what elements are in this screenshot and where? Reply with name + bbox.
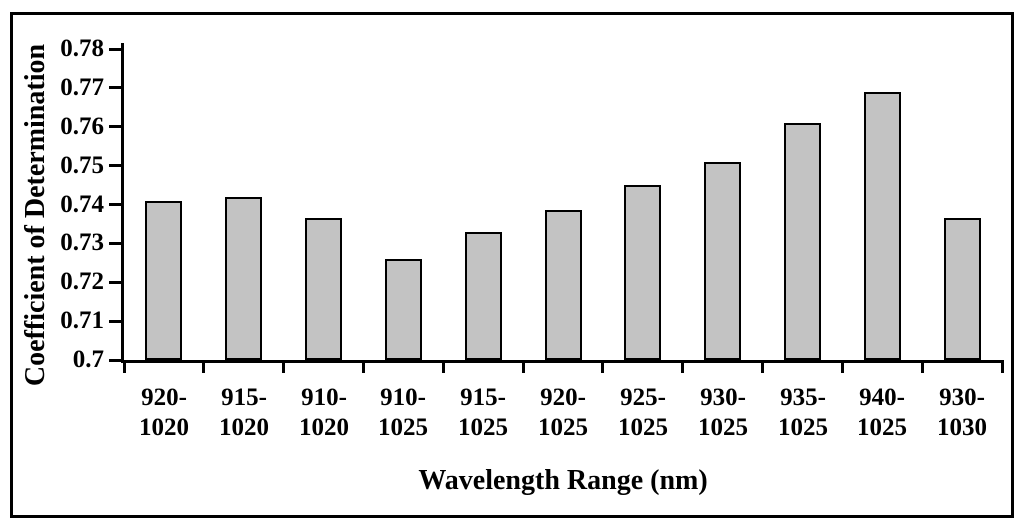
- bar-910-1025: [385, 259, 422, 360]
- x-tick-mark: [681, 360, 684, 373]
- x-category-line1: 915-: [460, 384, 506, 411]
- y-tick-mark: [109, 359, 121, 362]
- x-category-line2: 1025: [378, 414, 428, 441]
- y-tick-label: 0.76: [60, 113, 104, 140]
- x-category-line2: 1020: [139, 414, 189, 441]
- x-category-line2: 1030: [937, 414, 987, 441]
- x-tick-mark: [522, 360, 525, 373]
- bar-930-1025: [704, 162, 741, 360]
- x-tick-mark: [442, 360, 445, 373]
- x-category-label: 930- 1025: [683, 383, 763, 443]
- y-tick-mark: [109, 86, 121, 89]
- x-category-line2: 1025: [778, 414, 828, 441]
- y-tick-mark: [109, 164, 121, 167]
- x-category-line1: 920-: [141, 384, 187, 411]
- x-category-line1: 935-: [780, 384, 826, 411]
- x-category-line2: 1025: [538, 414, 588, 441]
- y-tick-label: 0.7: [72, 346, 104, 373]
- x-category-label: 920- 1020: [124, 383, 204, 443]
- x-category-line2: 1020: [299, 414, 349, 441]
- y-tick-label: 0.77: [60, 74, 104, 101]
- x-category-label: 920- 1025: [523, 383, 603, 443]
- bar-930-1030: [944, 218, 981, 360]
- x-tick-mark: [601, 360, 604, 373]
- x-axis-title: Wavelength Range (nm): [418, 465, 708, 496]
- x-category-label: 910- 1025: [363, 383, 443, 443]
- x-category-line2: 1025: [618, 414, 668, 441]
- x-category-line1: 915-: [221, 384, 267, 411]
- x-category-label: 925- 1025: [603, 383, 683, 443]
- x-category-label: 930- 1030: [922, 383, 1002, 443]
- x-category-line2: 1025: [698, 414, 748, 441]
- bar-920-1020: [145, 201, 182, 360]
- plot-area: 0.7 0.71 0.72 0.73 0.74 0.75 0.76 0.77 0.78: [60, 35, 1004, 373]
- y-tick-mark: [109, 203, 121, 206]
- x-tick-mark: [761, 360, 764, 373]
- bar-915-1025: [465, 232, 502, 360]
- y-tick-mark: [109, 48, 121, 51]
- x-category-labels: 920- 1020 915- 1020 910- 1020 910- 1025 915- 1025…: [124, 383, 1002, 445]
- y-tick-label: 0.75: [60, 152, 104, 179]
- x-tick-mark: [282, 360, 285, 373]
- bar-920-1025: [545, 210, 582, 360]
- bar-915-1020: [225, 197, 262, 360]
- x-category-line1: 930-: [700, 384, 746, 411]
- x-category-line2: 1020: [219, 414, 269, 441]
- x-category-line1: 940-: [859, 384, 905, 411]
- bar-935-1025: [784, 123, 821, 360]
- x-tick-mark: [123, 360, 126, 373]
- x-category-label: 910- 1020: [284, 383, 364, 443]
- y-tick-label: 0.71: [60, 307, 104, 334]
- x-category-label: 935- 1025: [763, 383, 843, 443]
- x-category-line1: 920-: [540, 384, 586, 411]
- y-tick-label: 0.73: [60, 229, 104, 256]
- x-category-line2: 1025: [857, 414, 907, 441]
- y-tick-mark: [109, 125, 121, 128]
- y-tick-label: 0.78: [60, 35, 104, 62]
- x-tick-mark: [1001, 360, 1004, 373]
- x-tick-mark: [841, 360, 844, 373]
- y-tick-mark: [109, 281, 121, 284]
- x-category-label: 915- 1025: [443, 383, 523, 443]
- y-tick-label: 0.72: [60, 268, 104, 295]
- x-category-line1: 925-: [620, 384, 666, 411]
- x-tick-mark: [921, 360, 924, 373]
- x-category-label: 940- 1025: [842, 383, 922, 443]
- x-category-line1: 910-: [380, 384, 426, 411]
- x-tick-mark: [362, 360, 365, 373]
- bar-940-1025: [864, 92, 901, 360]
- x-category-line1: 910-: [301, 384, 347, 411]
- y-tick-label: 0.74: [60, 191, 104, 218]
- y-tick-mark: [109, 242, 121, 245]
- x-category-line2: 1025: [458, 414, 508, 441]
- y-tick-mark: [109, 320, 121, 323]
- x-tick-mark: [202, 360, 205, 373]
- bar-910-1020: [305, 218, 342, 360]
- x-category-line1: 930-: [939, 384, 985, 411]
- x-category-label: 915- 1020: [204, 383, 284, 443]
- bar-925-1025: [624, 185, 661, 360]
